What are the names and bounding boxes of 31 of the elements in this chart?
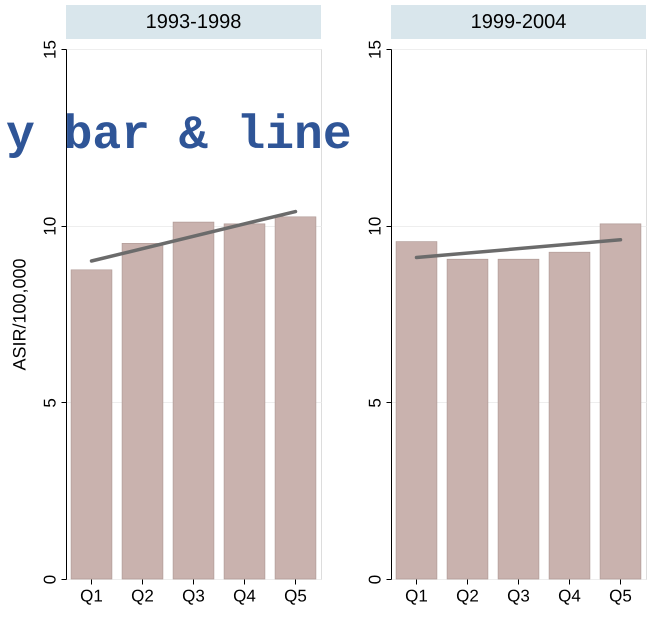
x-tick-label: Q5: [609, 586, 632, 606]
x-tick-label: Q5: [284, 586, 307, 606]
y-tick-label: 0: [366, 574, 384, 584]
bar: [172, 222, 214, 580]
bar: [396, 241, 438, 580]
y-tick-label: 15: [40, 40, 60, 59]
bar: [600, 224, 642, 580]
chart-title: 1999-2004: [470, 11, 566, 33]
y-tick-label: 0: [40, 574, 60, 584]
x-tick-label: Q2: [131, 586, 154, 606]
y-tick-label: 5: [40, 398, 60, 408]
y-axis-title: ASIR/100,000: [10, 258, 30, 371]
x-tick-label: Q3: [182, 586, 205, 606]
chart-title: 1993-1998: [146, 11, 242, 33]
bar: [446, 258, 488, 580]
bar: [70, 269, 112, 580]
bar: [122, 242, 164, 580]
x-tick-label: Q1: [405, 586, 428, 606]
x-tick-label: Q4: [558, 586, 581, 606]
x-tick-label: Q2: [456, 586, 479, 606]
bar: [548, 252, 590, 580]
y-tick-label: 10: [40, 216, 60, 236]
x-tick-label: Q1: [80, 586, 103, 606]
bar: [498, 258, 540, 580]
y-tick-label: 5: [366, 398, 384, 408]
x-tick-label: Q3: [507, 586, 530, 606]
bar: [274, 216, 316, 580]
y-tick-label: 10: [366, 216, 384, 236]
bar: [224, 224, 266, 580]
x-tick-label: Q4: [233, 586, 256, 606]
y-tick-label: 15: [366, 40, 384, 59]
